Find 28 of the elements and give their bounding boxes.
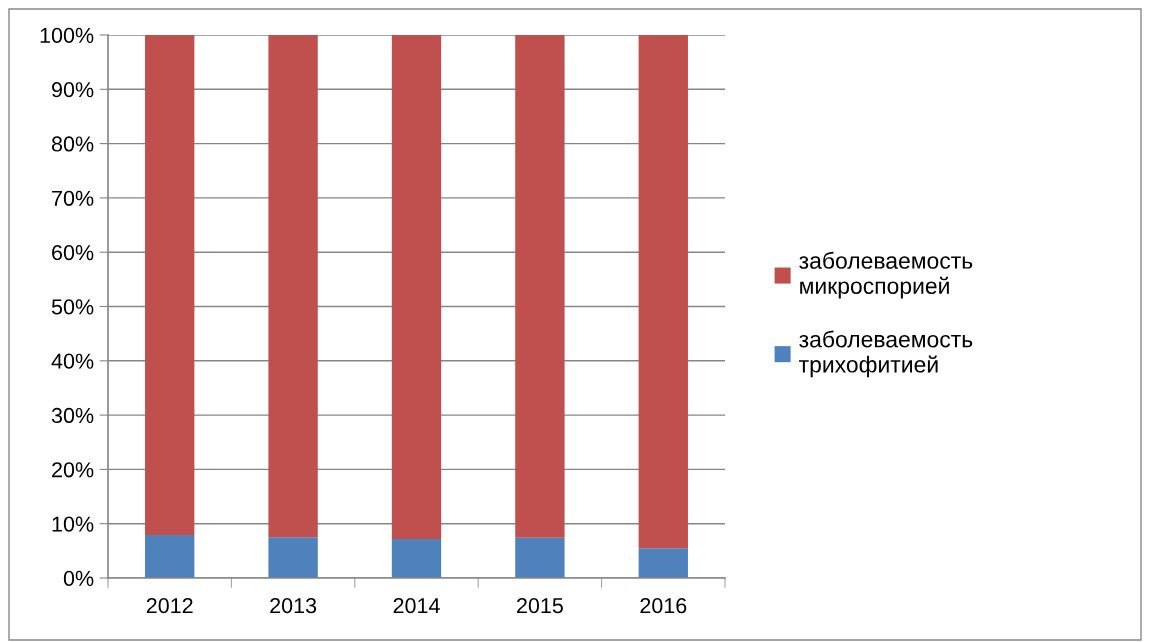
bar bbox=[638, 35, 688, 549]
y-tick-label: 80% bbox=[51, 136, 94, 152]
y-tick-label: 100% bbox=[40, 27, 94, 44]
bar bbox=[145, 35, 195, 536]
y-tick-label: 60% bbox=[52, 244, 94, 261]
y-tick-label: 10% bbox=[52, 516, 94, 532]
bar bbox=[145, 535, 195, 578]
y-tick-label: 40% bbox=[51, 353, 94, 369]
y-tick-label: 50% bbox=[51, 299, 94, 315]
bar bbox=[391, 35, 442, 539]
bar bbox=[391, 538, 442, 578]
bar bbox=[638, 548, 688, 578]
x-tick-label: 2015 bbox=[517, 598, 563, 614]
y-tick-label: 90% bbox=[52, 82, 94, 98]
bar bbox=[515, 537, 565, 578]
legend-label: заболеваемость трихофитией bbox=[799, 330, 973, 378]
y-tick-label: 70% bbox=[52, 190, 94, 206]
x-tick-label: 2014 bbox=[393, 598, 440, 614]
x-tick-label: 2013 bbox=[270, 598, 317, 614]
y-tick-label: 20% bbox=[52, 462, 94, 478]
y-tick-label: 30% bbox=[51, 407, 94, 424]
bar bbox=[515, 35, 565, 538]
y-tick-label: 0% bbox=[63, 570, 94, 587]
bar bbox=[268, 537, 318, 578]
x-tick-label: 2016 bbox=[640, 598, 687, 614]
bar bbox=[268, 35, 318, 538]
legend-label: заболеваемость микроспорией bbox=[799, 251, 973, 299]
x-tick-label: 2012 bbox=[146, 598, 193, 614]
